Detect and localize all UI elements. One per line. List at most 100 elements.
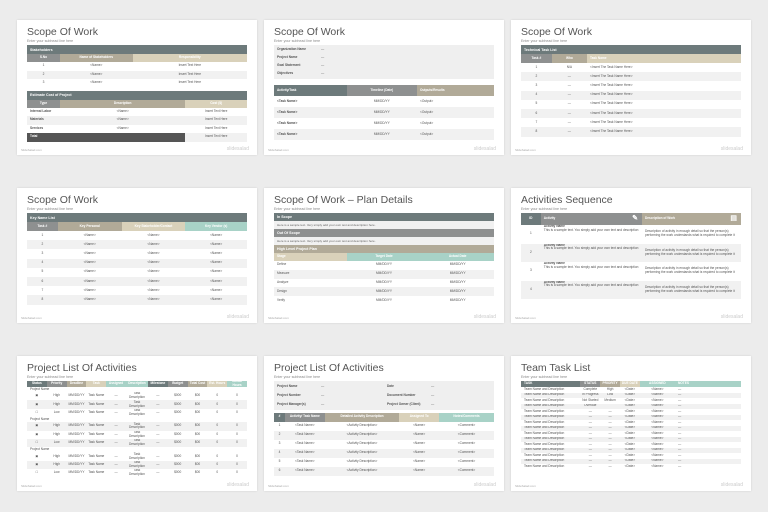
info-value: — (321, 63, 325, 68)
table-cell: MM/DD/YY (376, 288, 392, 293)
section-header-bar: Key Name List (27, 213, 247, 222)
table-cell: ▣ (35, 431, 39, 436)
slide-thumbnail[interactable]: Scope Of Work Enter your subhead line her… (17, 188, 257, 323)
table-cell: Services (30, 125, 44, 130)
table-cell: <Comment> (457, 423, 476, 428)
table-header-row: Task # Key Personal Key Stakeholder/Contac… (27, 222, 247, 231)
table-row: Team Name and Description Complete High <Da… (521, 387, 741, 393)
table-cell: <Date> (624, 387, 636, 391)
table-cell: 5 (535, 101, 538, 106)
table-cell: <Name> (651, 436, 664, 441)
table-cell: Not Started (582, 398, 599, 402)
table-cell: 1 (41, 232, 44, 237)
table-row: 3 Activity Name This is a sample text. You… (521, 262, 741, 281)
column-header: Status (27, 381, 47, 387)
footer-brand-logo: slidesalad (226, 482, 249, 488)
table-row: <Task Name> MM/DD/YY <Output> (274, 129, 494, 140)
slide-thumbnail[interactable]: Scope Of Work Enter your subhead line her… (264, 20, 504, 155)
slide-thumbnail[interactable]: Activities Sequence Enter your subhead li… (511, 188, 751, 323)
table-cell: Task Description (129, 408, 145, 416)
table-row: 4 <Task Name> <Activity Description> <Name>… (274, 448, 494, 458)
table-row: Analyze MM/DD/YY MM/DD/YY (274, 279, 494, 288)
data-table: S.No Name of Stakeholders Responsibility 1 <… (27, 54, 247, 88)
table-row: Measure MM/DD/YY MM/DD/YY (274, 269, 494, 279)
info-label: Project Number (277, 392, 301, 397)
table-cell: <Name> (413, 432, 426, 437)
table-cell: Task Description (129, 452, 145, 460)
table-cell: <Name> (210, 232, 223, 237)
table-row: 2 <Name> Insert Text Here (27, 70, 247, 79)
table-cell: — (156, 410, 160, 415)
table-cell: — (156, 462, 160, 466)
table-cell: <Activity Description> (346, 450, 378, 455)
table-cell: — (156, 393, 160, 398)
table-cell: — (588, 420, 592, 424)
table-cell: — (608, 409, 612, 413)
table-cell: In Progress (582, 392, 599, 397)
table-cell: 0 (216, 453, 219, 458)
table-cell: <Name> (413, 450, 426, 455)
table-header-row: ID Activity ✎ Description of Work ▤ (521, 213, 741, 225)
table-cell: <Name> (147, 287, 160, 292)
info-value: — (321, 401, 325, 406)
table-cell: Description of activity in enough detail… (644, 266, 735, 275)
column-header: Milestone (147, 381, 168, 387)
table-cell: <Activity Description> (346, 423, 378, 428)
table-cell: Task Name (88, 423, 105, 428)
column-header: Outputs/Results (416, 85, 494, 96)
table-cell: MM/DD/YY (68, 462, 85, 466)
table-cell: — (114, 401, 118, 406)
info-label: Project Name (277, 55, 298, 60)
table-cell: — (114, 453, 118, 458)
table-cell: $000 (174, 431, 182, 436)
slide-thumbnail[interactable]: Project List Of Activities Enter your sub… (264, 356, 504, 491)
table-cell: Activity Name This is a sample text. You … (541, 281, 642, 300)
table-cell: <Name> (147, 251, 160, 256)
table-row: <Task Name> MM/DD/YY <Output> (274, 107, 494, 118)
table-row: 2 — <Insert The Task Name Here> (521, 72, 741, 82)
table-cell: — (608, 453, 612, 457)
table-cell: — (677, 387, 682, 391)
group-label-row: Project Name (27, 447, 247, 452)
slide-title: Project List Of Activities (274, 362, 384, 374)
table-cell: Activity Name This is a sample text. You … (541, 244, 642, 263)
table-row: 6 <Name> <Name> <Name> (27, 276, 247, 287)
table-cell: <Task Name> (294, 459, 315, 464)
table-row: ▣ High MM/DD/YY Task Name — Task Description —… (27, 431, 247, 439)
activity-name: Activity Name (543, 262, 565, 265)
table-cell: 2 (42, 71, 45, 76)
footer-brand-logo: slidesalad (473, 146, 496, 152)
table-cell: $00 (194, 470, 201, 475)
activity-name: Activity Name (543, 280, 565, 284)
slide-thumbnail[interactable]: Team Task List Enter your subhead line he… (511, 356, 751, 491)
table-cell: Task Name (88, 401, 105, 406)
table-header-row: # Activity/ Task Name Detailed Activity De… (274, 413, 494, 422)
table-row: 4 — <Insert The Task Name Here> (521, 90, 741, 100)
section-header-bar: Estimate Cost of Project (27, 90, 247, 100)
table-cell: <Name> (147, 278, 160, 283)
column-header: Cost ($) (185, 99, 247, 108)
table-header-row: Task # Who Task Name (521, 54, 741, 63)
table-cell: 3 (42, 80, 45, 85)
slide-thumbnail[interactable]: Scope Of Work Enter your subhead line her… (511, 20, 751, 155)
table-cell: <Name> (116, 117, 129, 122)
slide-thumbnail[interactable]: Scope Of Work – Plan Details Enter your s… (264, 188, 504, 323)
table-cell: <Output> (419, 98, 434, 103)
activity-text: This is a sample text. You simply add yo… (543, 264, 639, 269)
slide-subtitle: Enter your subhead line here (274, 39, 321, 43)
table-row: 4 <Name> <Name> <Name> (27, 258, 247, 268)
table-row: 2 <Task Name> <Activity Description> <Name>… (274, 430, 494, 440)
table-cell: MM/DD/YY (68, 393, 85, 398)
slide-thumbnail[interactable]: Project List Of Activities Enter your sub… (17, 356, 257, 491)
table-cell: <Insert The Task Name Here> (589, 64, 633, 69)
table-cell: Task Description (129, 392, 145, 400)
slide-thumbnail[interactable]: Scope Of Work Enter your subhead line her… (17, 20, 257, 155)
table-cell: ☐ (35, 440, 39, 445)
table-cell: 2 (41, 241, 44, 246)
table-cell: Task Name (88, 453, 105, 458)
column-header: Task # (521, 54, 552, 63)
info-label: Document Number (387, 392, 416, 397)
table-cell: ▣ (35, 401, 39, 406)
table-row: Team Name and Description In Progress Low <… (521, 392, 741, 398)
footer-site: SlideSalad.com (268, 484, 289, 488)
